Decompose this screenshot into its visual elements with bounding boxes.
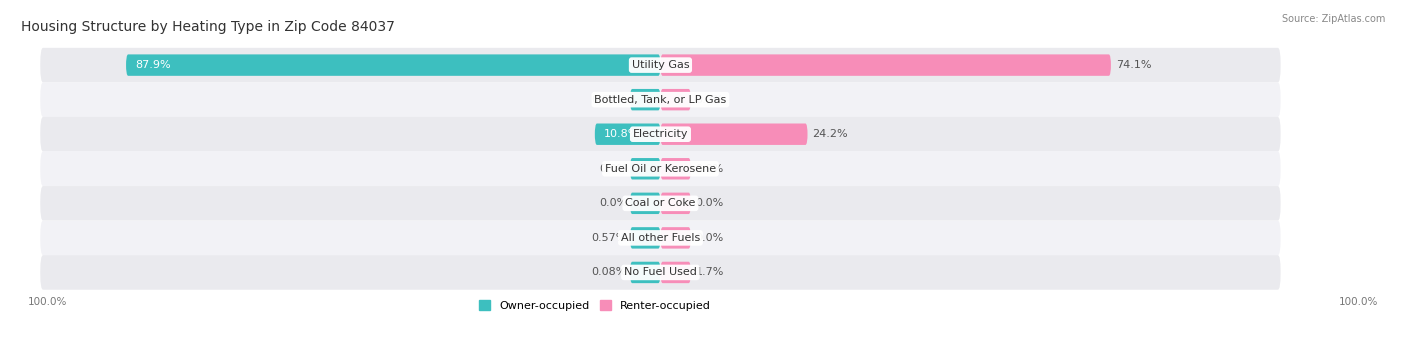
Text: 0.64%: 0.64% <box>592 95 627 105</box>
FancyBboxPatch shape <box>41 151 1281 186</box>
Text: 0.0%: 0.0% <box>599 198 627 208</box>
FancyBboxPatch shape <box>630 158 661 179</box>
FancyBboxPatch shape <box>127 55 661 76</box>
Text: 1.7%: 1.7% <box>696 267 724 278</box>
Text: Fuel Oil or Kerosene: Fuel Oil or Kerosene <box>605 164 716 174</box>
Text: Source: ZipAtlas.com: Source: ZipAtlas.com <box>1281 14 1385 24</box>
FancyBboxPatch shape <box>661 123 807 145</box>
FancyBboxPatch shape <box>661 55 1111 76</box>
Text: 87.9%: 87.9% <box>135 60 170 70</box>
Text: 0.08%: 0.08% <box>592 267 627 278</box>
Text: Coal or Coke: Coal or Coke <box>626 198 696 208</box>
FancyBboxPatch shape <box>630 89 661 110</box>
FancyBboxPatch shape <box>41 255 1281 290</box>
Text: 0.57%: 0.57% <box>592 233 627 243</box>
Text: No Fuel Used: No Fuel Used <box>624 267 697 278</box>
FancyBboxPatch shape <box>41 83 1281 117</box>
Text: All other Fuels: All other Fuels <box>621 233 700 243</box>
Text: 74.1%: 74.1% <box>1116 60 1152 70</box>
Text: 0.0%: 0.0% <box>696 233 724 243</box>
Text: 10.8%: 10.8% <box>605 129 640 139</box>
FancyBboxPatch shape <box>41 48 1281 83</box>
Legend: Owner-occupied, Renter-occupied: Owner-occupied, Renter-occupied <box>474 296 716 315</box>
Text: Utility Gas: Utility Gas <box>631 60 689 70</box>
Text: 0.0%: 0.0% <box>696 164 724 174</box>
Text: 0.0%: 0.0% <box>696 198 724 208</box>
Text: Housing Structure by Heating Type in Zip Code 84037: Housing Structure by Heating Type in Zip… <box>21 20 395 34</box>
Text: Bottled, Tank, or LP Gas: Bottled, Tank, or LP Gas <box>595 95 727 105</box>
FancyBboxPatch shape <box>630 193 661 214</box>
FancyBboxPatch shape <box>41 221 1281 255</box>
Text: 100.0%: 100.0% <box>28 297 67 307</box>
FancyBboxPatch shape <box>630 262 661 283</box>
FancyBboxPatch shape <box>661 158 690 179</box>
FancyBboxPatch shape <box>41 117 1281 151</box>
FancyBboxPatch shape <box>661 227 690 249</box>
FancyBboxPatch shape <box>661 193 690 214</box>
Text: Electricity: Electricity <box>633 129 688 139</box>
FancyBboxPatch shape <box>41 186 1281 221</box>
FancyBboxPatch shape <box>630 227 661 249</box>
Text: 24.2%: 24.2% <box>813 129 848 139</box>
FancyBboxPatch shape <box>661 89 690 110</box>
Text: 0.0%: 0.0% <box>696 95 724 105</box>
FancyBboxPatch shape <box>661 262 690 283</box>
Text: 0.0%: 0.0% <box>599 164 627 174</box>
Text: 100.0%: 100.0% <box>1339 297 1378 307</box>
FancyBboxPatch shape <box>595 123 661 145</box>
